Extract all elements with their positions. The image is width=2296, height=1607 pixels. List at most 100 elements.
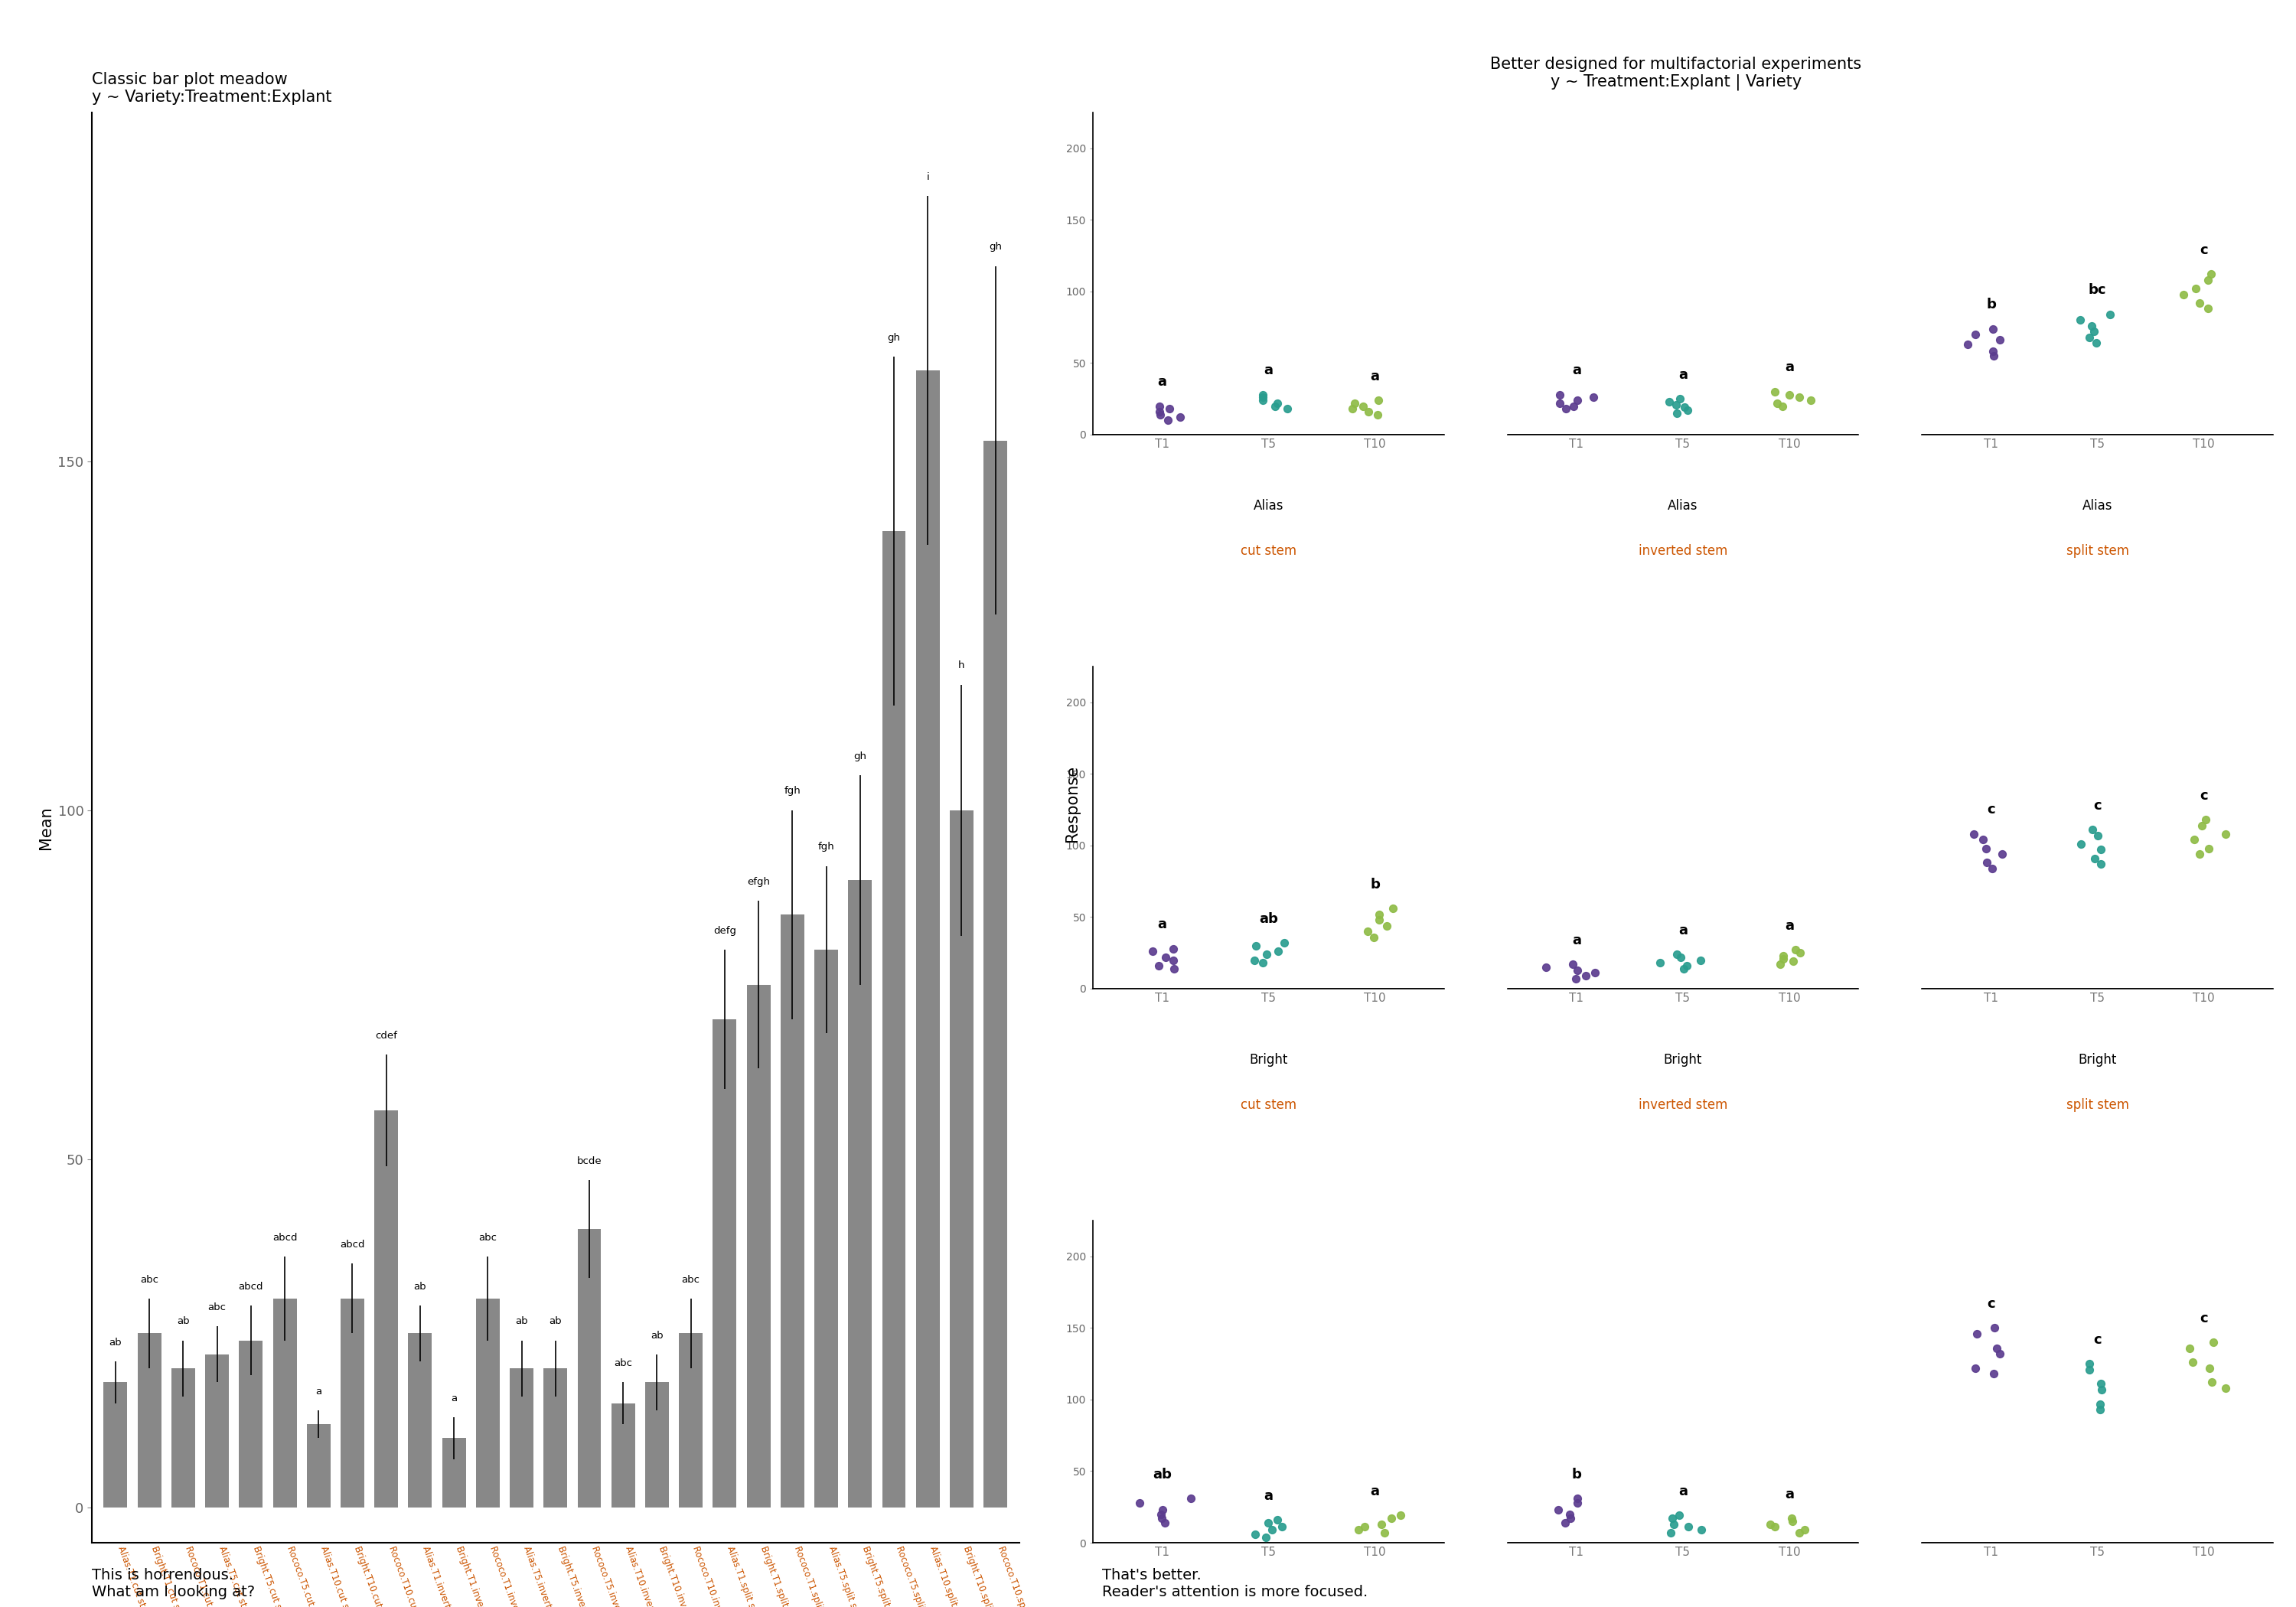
Point [1375,895,1412,921]
Bar [882,530,905,1507]
Text: bc: bc [2089,283,2105,297]
Point [1559,1485,1596,1511]
Text: inverted stem: inverted stem [1639,1098,1727,1112]
Text: a: a [1784,919,1793,932]
Point [1766,947,1802,972]
Point [1238,1522,1274,1548]
Text: Bright: Bright [1249,1053,1288,1067]
Point [1120,1490,1157,1515]
Bar [815,950,838,1507]
Point [1683,1517,1720,1543]
Point [1770,382,1807,408]
Point [1759,391,1795,416]
Point [1249,942,1286,967]
Point [2190,1355,2227,1380]
Point [1642,950,1678,975]
Point [2082,1392,2119,1417]
Point [1975,339,2011,365]
Point [1548,395,1584,421]
Point [2073,816,2110,842]
Text: ab: ab [1153,1467,1171,1482]
Point [1981,328,2018,354]
Point [1975,855,2011,881]
Text: abcd: abcd [340,1239,365,1250]
Text: a: a [1157,374,1166,389]
Text: a: a [1371,1485,1380,1498]
Text: a: a [1678,1485,1688,1498]
Point [1345,394,1382,419]
Bar [746,985,771,1507]
Point [2078,329,2115,355]
Text: This is horrendous.
What am I looking at?: This is horrendous. What am I looking at… [92,1567,255,1599]
Point [1669,397,1706,423]
Text: ab: ab [549,1316,563,1326]
Point [1141,394,1178,419]
Text: defg: defg [714,926,737,935]
Text: a: a [1263,1488,1272,1503]
Point [2082,1396,2119,1422]
Point [1249,1511,1286,1536]
Point [1763,394,1800,419]
Text: cut stem: cut stem [1240,545,1297,558]
Point [2195,1329,2232,1355]
Point [1559,387,1596,413]
Text: a: a [1263,363,1272,378]
Text: c: c [2094,1332,2101,1347]
Bar [847,881,872,1507]
Bar [138,1334,161,1507]
Point [1669,1514,1706,1540]
Text: b: b [1570,1467,1582,1482]
Point [2190,836,2227,861]
Point [1775,1509,1812,1535]
Text: abc: abc [478,1233,496,1242]
Point [1965,828,2002,853]
Bar [172,1368,195,1507]
Bar [645,1382,668,1507]
Text: Classic bar plot meadow
y ~ Variety:Treatment:Explant: Classic bar plot meadow y ~ Variety:Trea… [92,72,331,104]
Text: split stem: split stem [2066,1098,2128,1112]
Point [2080,823,2117,848]
Text: b: b [1986,297,1995,312]
Point [2082,1371,2119,1396]
Point [1244,382,1281,408]
Point [1975,1361,2011,1387]
Text: a: a [315,1387,321,1396]
Bar [712,1019,737,1507]
Point [1979,1335,2016,1361]
Point [1265,930,1302,956]
Point [2071,325,2108,350]
Point [1244,384,1281,410]
Text: c: c [1986,804,1995,816]
Point [1559,958,1596,983]
Point [1359,402,1396,427]
Text: cdef: cdef [374,1030,397,1040]
Point [1362,902,1398,927]
Point [1334,395,1371,421]
Point [1548,1511,1584,1536]
Point [2177,828,2213,853]
Point [1350,399,1387,424]
Point [1247,1523,1283,1549]
Point [1949,331,1986,357]
Point [2071,1351,2108,1377]
Text: ab: ab [1258,911,1279,926]
Point [1148,945,1185,971]
Point [1956,821,1993,847]
Point [1669,953,1706,979]
Point [2190,296,2227,321]
Point [1658,392,1694,418]
Point [1981,1340,2018,1366]
Point [2073,313,2110,339]
Bar [510,1368,533,1507]
Point [1350,919,1387,945]
Point [1261,938,1297,964]
Bar [204,1355,230,1507]
Point [1554,394,1591,419]
Point [1568,963,1605,988]
Text: a: a [1784,1488,1793,1501]
Text: a: a [1678,368,1688,381]
Point [2193,1369,2229,1395]
Point [1683,947,1720,972]
Text: ab: ab [110,1337,122,1347]
Bar [443,1438,466,1507]
